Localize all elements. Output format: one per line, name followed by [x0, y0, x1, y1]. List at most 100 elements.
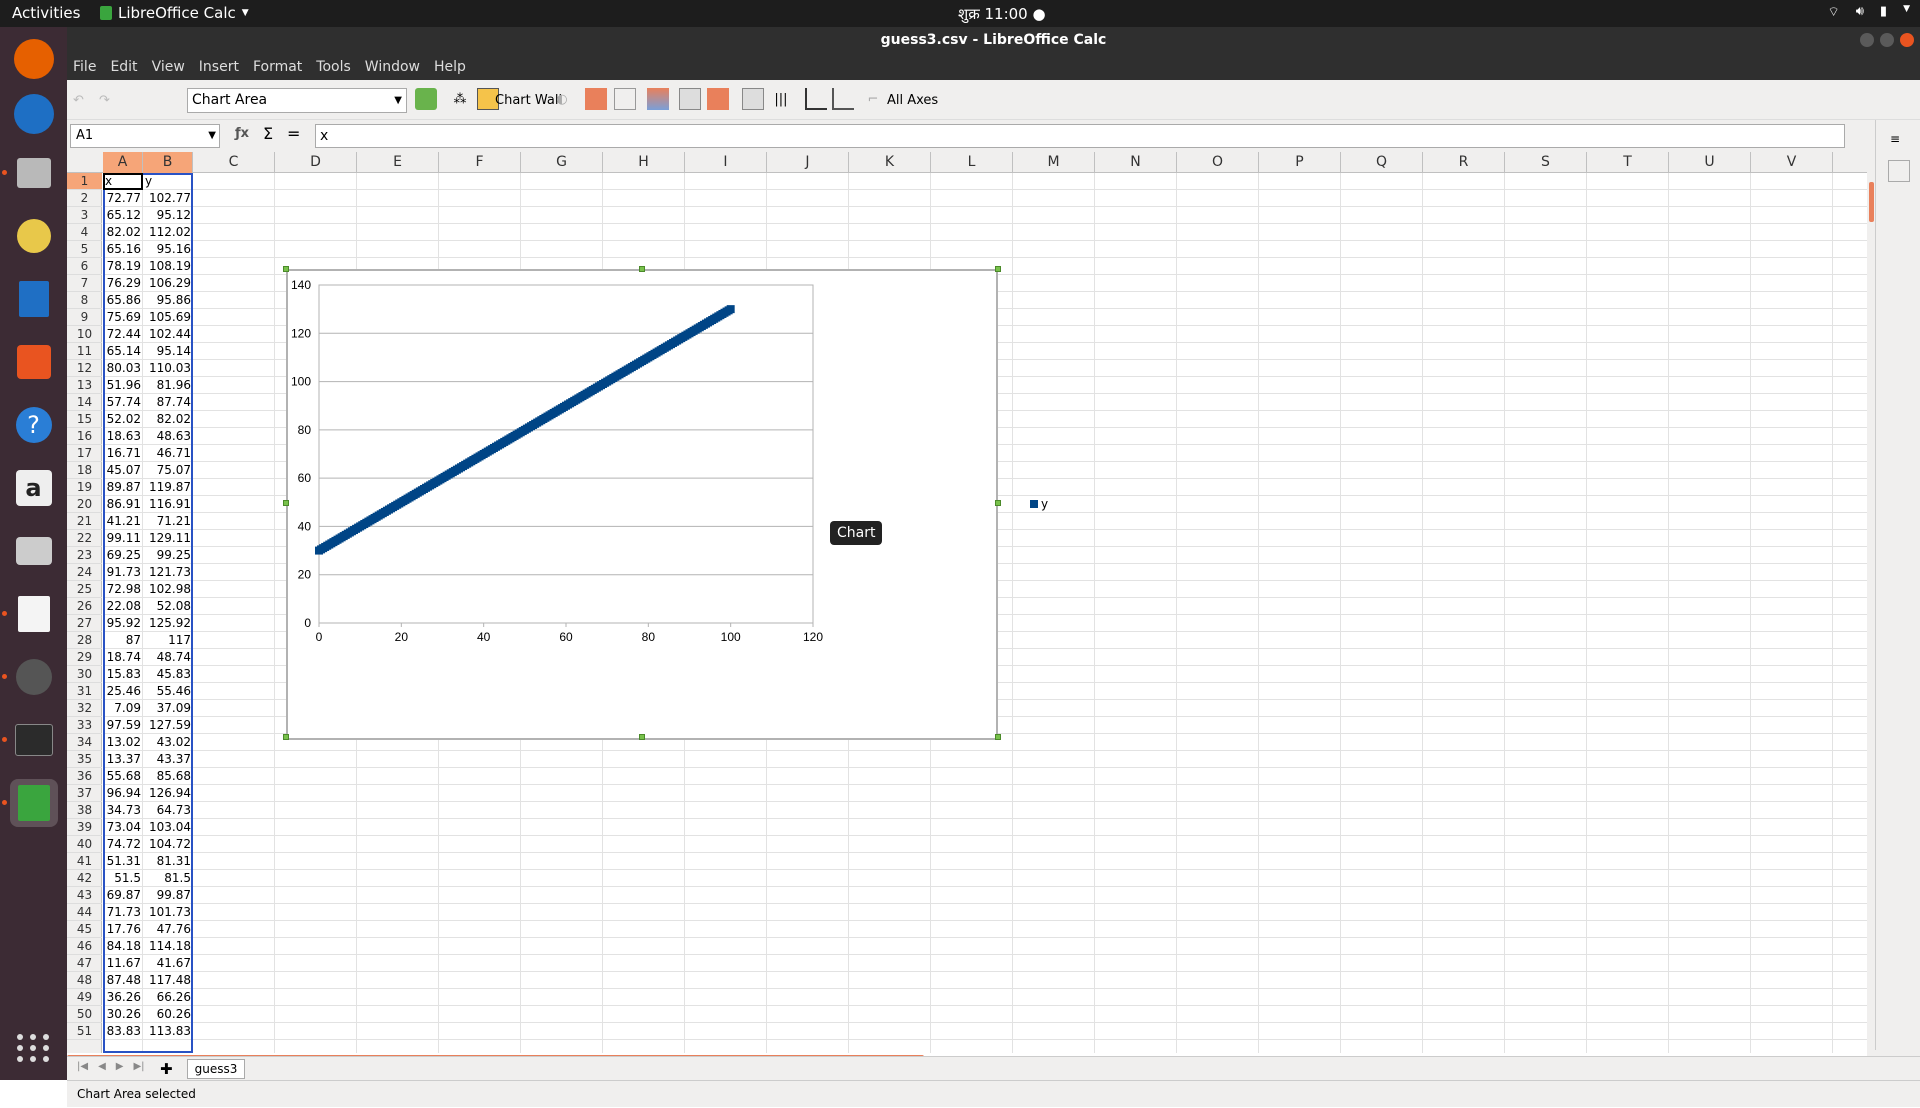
table-cell[interactable]: 87.48: [106, 973, 141, 987]
undo-icon[interactable]: ↶: [73, 92, 84, 108]
row-header[interactable]: 13: [67, 377, 102, 394]
row-header[interactable]: 9: [67, 309, 102, 326]
formula-icon[interactable]: =: [287, 124, 301, 143]
maximize-icon[interactable]: [1880, 33, 1894, 47]
format-selection-icon[interactable]: [415, 88, 437, 110]
sheet-navigation[interactable]: |◀ ◀ ▶ ▶|: [77, 1061, 145, 1072]
sheet-tab[interactable]: guess3: [187, 1059, 245, 1079]
table-cell[interactable]: 47.76: [156, 922, 191, 936]
close-icon[interactable]: [1900, 33, 1914, 47]
clock[interactable]: शुक्र 11:00 ●: [958, 5, 1046, 23]
table-cell[interactable]: 126.94: [149, 786, 191, 800]
resize-handle[interactable]: [639, 266, 645, 272]
row-header[interactable]: 36: [67, 768, 102, 785]
table-cell[interactable]: 81.31: [156, 854, 191, 868]
row-header[interactable]: 38: [67, 802, 102, 819]
table-cell[interactable]: 52.08: [156, 599, 191, 613]
function-wizard-icon[interactable]: ƒx: [235, 126, 250, 141]
table-cell[interactable]: 41.21: [106, 514, 141, 528]
software-center-icon[interactable]: [10, 338, 58, 386]
table-cell[interactable]: 71.21: [156, 514, 191, 528]
table-cell[interactable]: 121.73: [149, 565, 191, 579]
insert-legend-icon[interactable]: [707, 88, 729, 110]
insert-axes-icon[interactable]: [805, 88, 827, 110]
app-menu[interactable]: LibreOffice Calc ▼: [100, 4, 249, 22]
menu-tools[interactable]: Tools: [316, 59, 351, 75]
table-cell[interactable]: 18.74: [106, 650, 141, 664]
activities-button[interactable]: Activities: [12, 4, 81, 22]
thunderbird-icon[interactable]: [13, 94, 54, 134]
column-header-m[interactable]: M: [1013, 152, 1095, 173]
row-header[interactable]: 49: [67, 989, 102, 1006]
row-header[interactable]: 35: [67, 751, 102, 768]
table-cell[interactable]: 83.83: [106, 1024, 141, 1038]
chart-legend[interactable]: y: [1030, 497, 1048, 511]
table-cell[interactable]: 66.26: [156, 990, 191, 1004]
column-header-e[interactable]: E: [357, 152, 439, 173]
table-cell[interactable]: 72.44: [106, 327, 141, 341]
column-header-p[interactable]: P: [1259, 152, 1341, 173]
table-cell[interactable]: 45.07: [106, 463, 141, 477]
properties-icon[interactable]: [1888, 160, 1910, 182]
column-header-q[interactable]: Q: [1341, 152, 1423, 173]
resize-handle[interactable]: [995, 500, 1001, 506]
chart-frame[interactable]: 0 20 40 60 80 100 120 140 0 20 40 60 80 100 120: [286, 269, 998, 740]
column-header-a[interactable]: A: [103, 152, 143, 173]
sidebar-menu-icon[interactable]: ≡: [1890, 132, 1901, 146]
formula-input[interactable]: x: [315, 124, 1845, 148]
column-header-s[interactable]: S: [1505, 152, 1587, 173]
table-cell[interactable]: 69.25: [106, 548, 141, 562]
text-editor-icon[interactable]: [1, 590, 58, 638]
row-header[interactable]: 21: [67, 513, 102, 530]
table-cell[interactable]: 46.71: [156, 446, 191, 460]
first-sheet-icon[interactable]: |◀: [77, 1061, 89, 1072]
table-cell[interactable]: 22.08: [106, 599, 141, 613]
files-icon[interactable]: [1, 149, 58, 197]
table-cell[interactable]: 81.5: [164, 871, 191, 885]
table-cell[interactable]: 60.26: [156, 1007, 191, 1021]
table-cell[interactable]: 13.37: [106, 752, 141, 766]
table-cell[interactable]: 75.07: [156, 463, 191, 477]
all-axes-icon[interactable]: ⌐: [867, 91, 879, 107]
row-header[interactable]: 7: [67, 275, 102, 292]
table-cell[interactable]: 78.19: [106, 259, 141, 273]
table-cell[interactable]: 17.76: [106, 922, 141, 936]
row-header[interactable]: 10: [67, 326, 102, 343]
table-cell[interactable]: 102.98: [149, 582, 191, 596]
row-header[interactable]: 15: [67, 411, 102, 428]
row-header[interactable]: 17: [67, 445, 102, 462]
table-cell[interactable]: 81.96: [156, 378, 191, 392]
table-cell[interactable]: 116.91: [149, 497, 191, 511]
column-header-k[interactable]: K: [849, 152, 931, 173]
table-cell[interactable]: 91.73: [106, 565, 141, 579]
table-cell[interactable]: 102.77: [149, 191, 191, 205]
row-header[interactable]: 11: [67, 343, 102, 360]
table-cell[interactable]: 127.59: [149, 718, 191, 732]
table-cell[interactable]: 48.63: [156, 429, 191, 443]
amazon-icon[interactable]: a: [10, 464, 58, 512]
row-header[interactable]: 30: [67, 666, 102, 683]
row-header[interactable]: 8: [67, 292, 102, 309]
resize-handle[interactable]: [995, 266, 1001, 272]
table-cell[interactable]: 101.73: [149, 905, 191, 919]
row-header[interactable]: 23: [67, 547, 102, 564]
table-cell[interactable]: 76.29: [106, 276, 141, 290]
row-header[interactable]: 25: [67, 581, 102, 598]
row-header[interactable]: 19: [67, 479, 102, 496]
name-box[interactable]: A1 ▼: [70, 124, 220, 148]
table-cell[interactable]: 96.94: [106, 786, 141, 800]
menu-window[interactable]: Window: [364, 59, 420, 75]
column-header-r[interactable]: R: [1423, 152, 1505, 173]
row-header[interactable]: 3: [67, 207, 102, 224]
table-cell[interactable]: 110.03: [149, 361, 191, 375]
table-cell[interactable]: 13.02: [106, 735, 141, 749]
table-cell[interactable]: 57.74: [106, 395, 141, 409]
row-header[interactable]: 41: [67, 853, 102, 870]
table-cell[interactable]: 52.02: [106, 412, 141, 426]
scatter-chart[interactable]: 0 20 40 60 80 100 120 140 0 20 40 60 80 100 120: [288, 271, 996, 738]
table-cell[interactable]: 45.83: [156, 667, 191, 681]
table-cell[interactable]: 95.12: [156, 208, 191, 222]
row-header[interactable]: 42: [67, 870, 102, 887]
column-header-c[interactable]: C: [193, 152, 275, 173]
table-cell[interactable]: 51.31: [106, 854, 141, 868]
